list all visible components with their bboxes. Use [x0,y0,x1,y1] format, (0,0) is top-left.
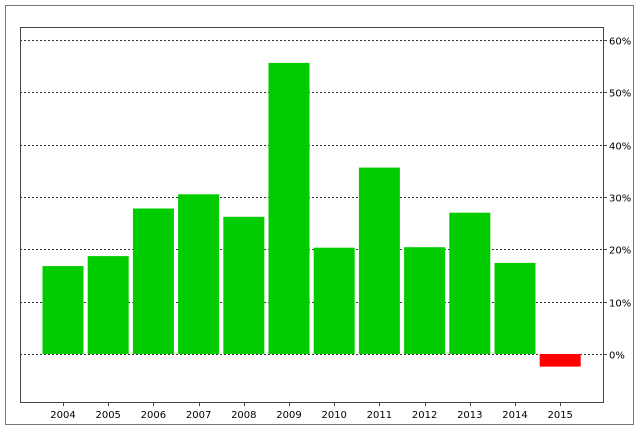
bar-2011 [358,167,400,354]
y-axis-ticks: 0% 10% 20% 30% 40% 50% 60% [603,37,631,362]
x-tick-label: 2014 [502,410,527,421]
x-tick-label: 2011 [367,410,392,421]
y-tick-label: 20% [609,246,631,257]
plot-border [20,27,604,403]
y-tick-label: 40% [609,142,631,153]
chart-frame [5,5,634,425]
bar-2005 [87,256,129,354]
bar-2013 [449,212,491,354]
x-tick-label: 2007 [186,410,211,421]
x-tick-label: 2005 [95,410,120,421]
x-tick-label: 2006 [141,410,166,421]
bar-2014 [494,262,536,354]
y-tick-label: 60% [609,37,631,48]
bar-2015 [539,354,581,367]
bar-2006 [132,208,174,354]
x-tick-label: 2010 [321,410,346,421]
x-tick-label: 2009 [276,410,301,421]
y-tick-label: 10% [609,299,631,310]
x-tick-label: 2004 [50,410,75,421]
bar-2007 [178,194,220,354]
bars [42,62,581,367]
y-tick-label: 0% [609,351,625,362]
y-tick-label: 50% [609,89,631,100]
plot-area: 0%10%20%30%40%50%60% 2004 2005 2006 2007 200… [20,27,631,421]
x-tick-label: 2013 [457,410,482,421]
x-tick-label: 2015 [547,410,572,421]
x-tick-label: 2012 [412,410,437,421]
bar-2010 [313,247,355,354]
x-axis-ticks: 2004 2005 2006 2007 2008 2009 2010 2011 2012 2013… [50,402,573,421]
bar-2009 [268,62,310,355]
bar-2004 [42,266,84,354]
bar-2012 [404,247,446,354]
x-tick-label: 2008 [231,410,256,421]
y-tick-label: 30% [609,194,631,205]
bar-2008 [223,216,265,354]
